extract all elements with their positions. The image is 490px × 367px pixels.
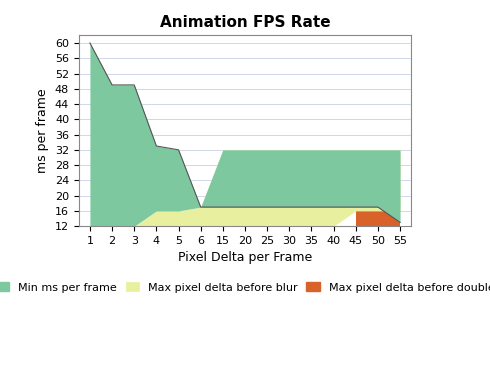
Y-axis label: ms per frame: ms per frame — [36, 88, 49, 173]
Legend: Min ms per frame, Max pixel delta before blur, Max pixel delta before double: Min ms per frame, Max pixel delta before… — [0, 277, 490, 297]
X-axis label: Pixel Delta per Frame: Pixel Delta per Frame — [178, 251, 312, 265]
Title: Animation FPS Rate: Animation FPS Rate — [160, 15, 330, 30]
